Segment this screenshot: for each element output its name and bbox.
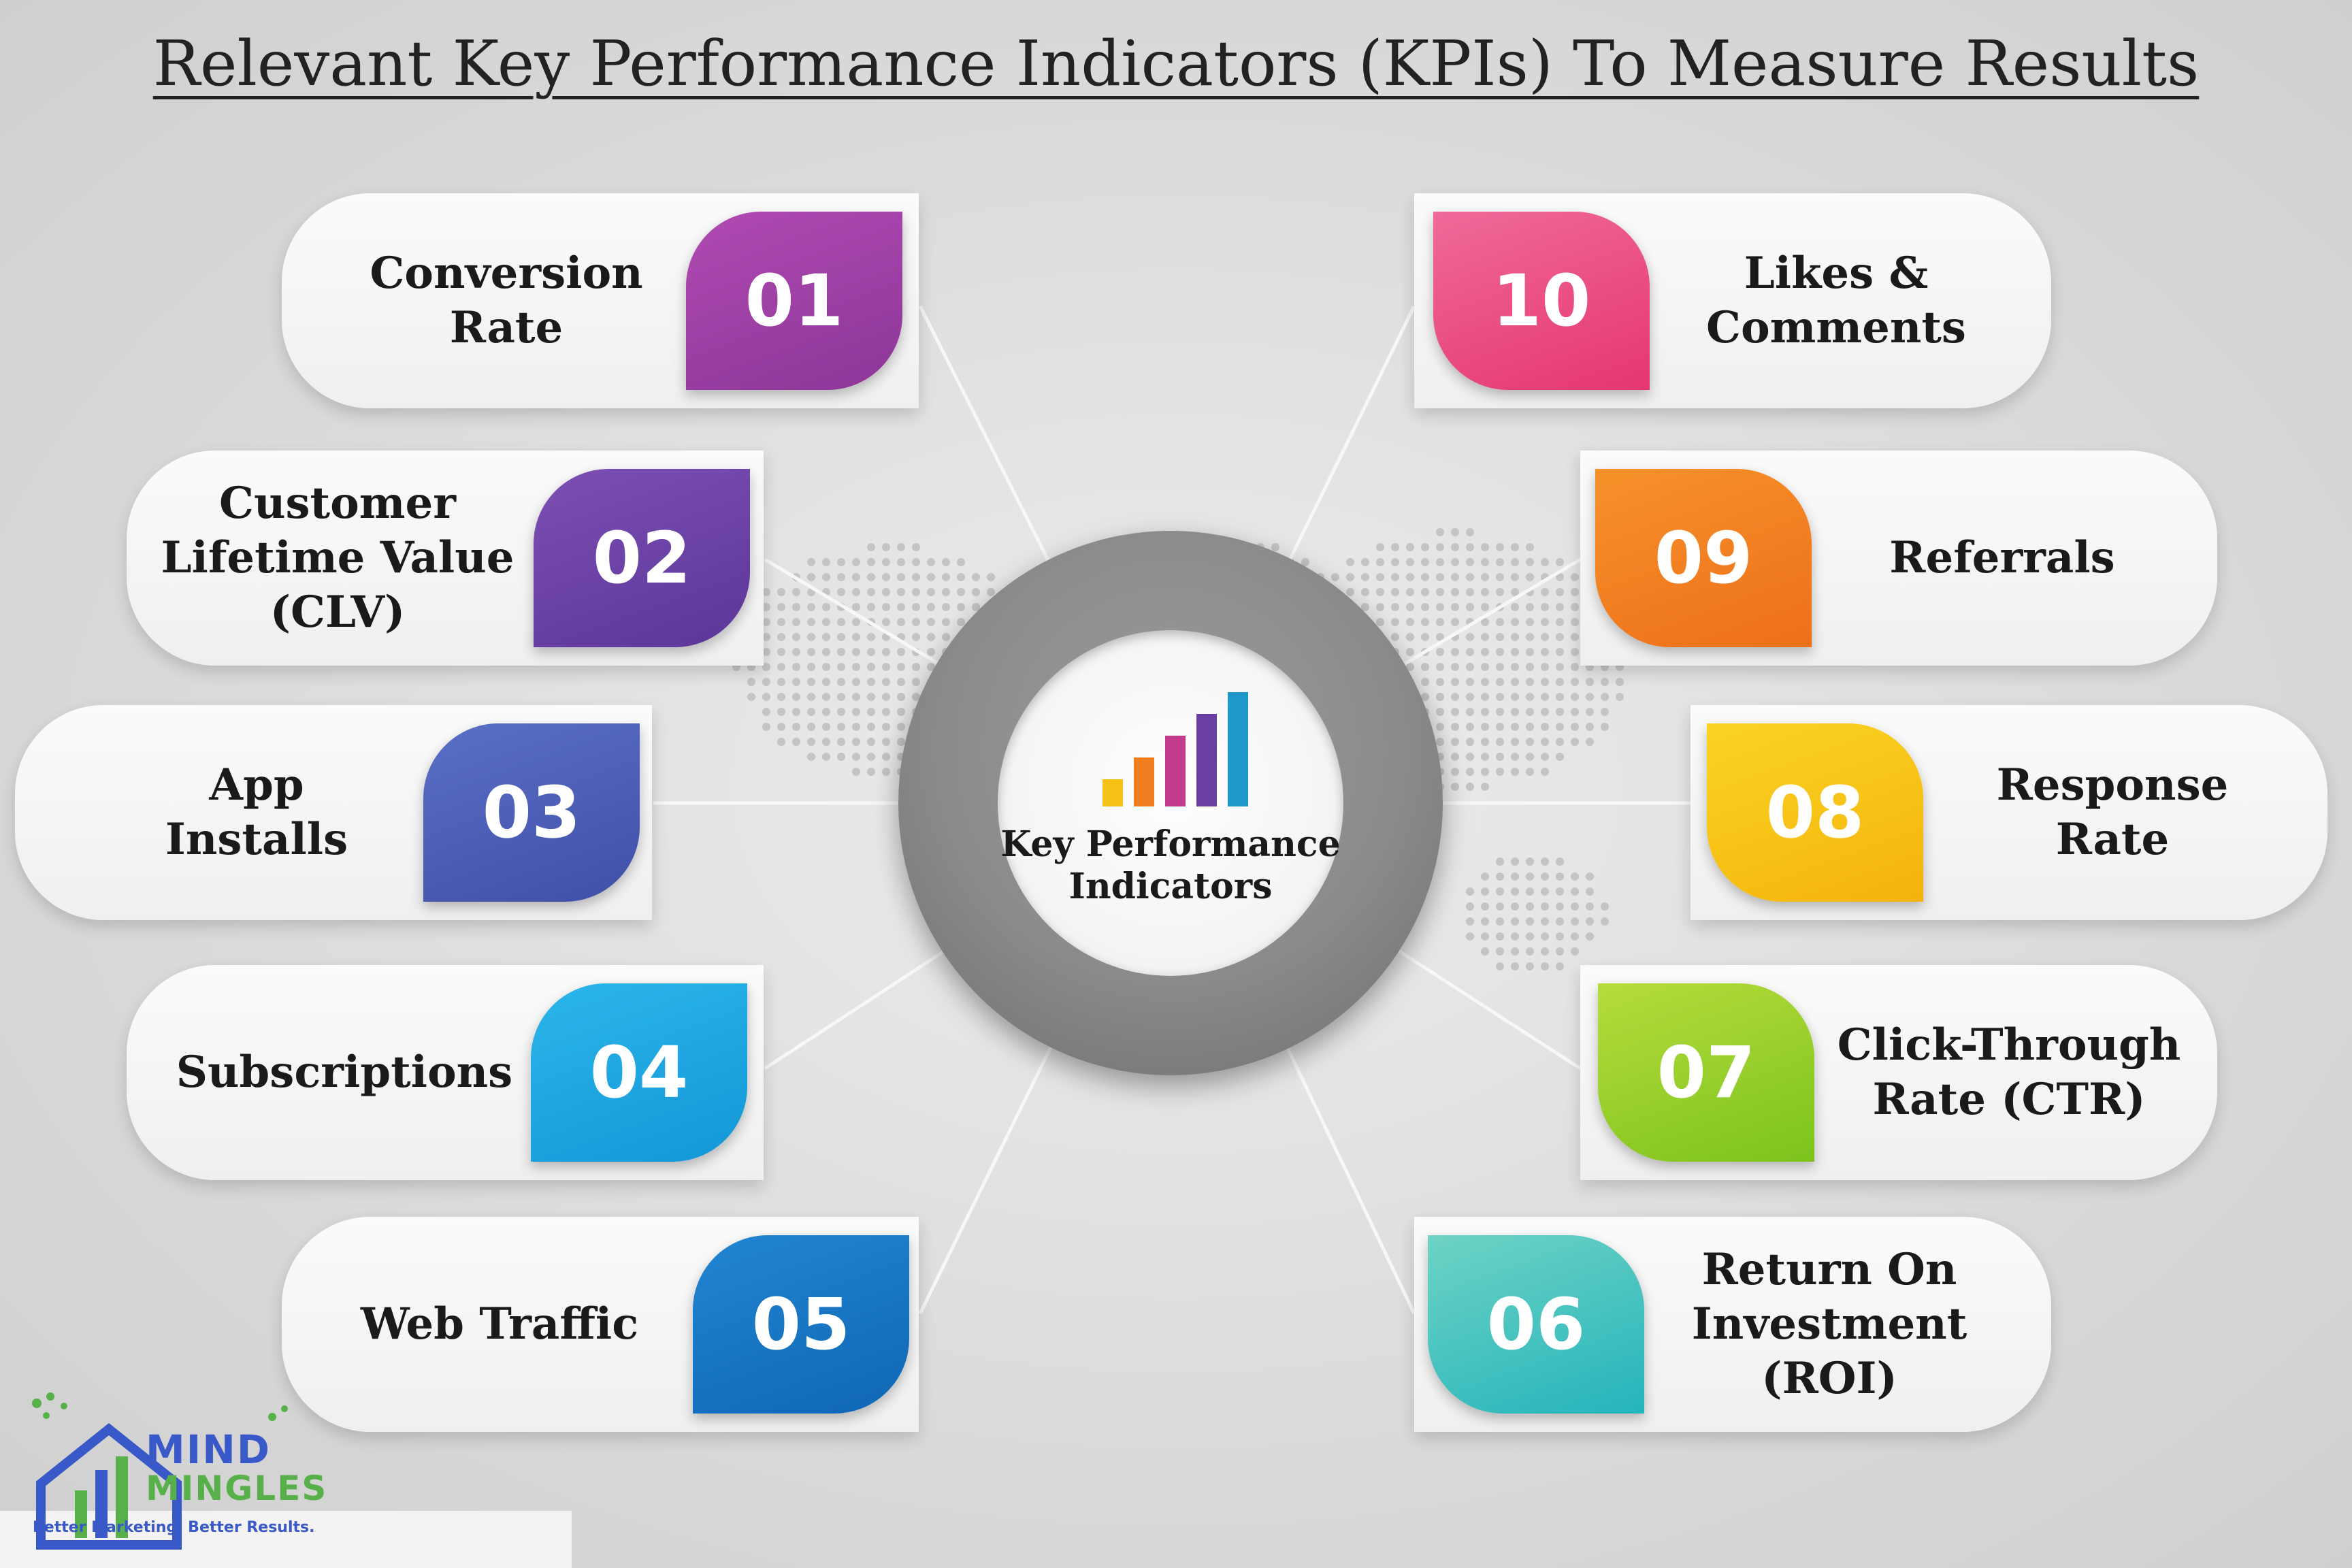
kpi-number-badge: 04 — [531, 983, 747, 1162]
kpi-card-05: Web Traffic 05 — [282, 1217, 919, 1432]
kpi-number-badge: 01 — [686, 212, 902, 390]
kpi-label: Return On Investment (ROI) — [1691, 1244, 1967, 1404]
kpi-number-badge: 09 — [1595, 469, 1812, 647]
hub-bar — [1228, 692, 1248, 806]
kpi-card-03: App Installs 03 — [15, 705, 652, 920]
logo-word-mingles: MINGLES — [146, 1469, 328, 1508]
hub-bar — [1196, 714, 1217, 806]
kpi-card-09: 09 Referrals — [1580, 451, 2217, 666]
bar-chart-icon — [1102, 692, 1248, 806]
kpi-card-01: Conversion Rate 01 — [282, 193, 919, 408]
kpi-number-badge: 02 — [534, 469, 750, 647]
kpi-card-10: 10 Likes & Comments — [1414, 193, 2051, 408]
house-growth-icon — [32, 1392, 288, 1550]
kpi-label: Conversion Rate — [370, 248, 643, 353]
kpi-card-08: 08 Response Rate — [1690, 705, 2328, 920]
kpi-number-badge: 07 — [1598, 983, 1814, 1162]
hub-bar — [1165, 736, 1186, 806]
kpi-label: App Installs — [165, 760, 348, 865]
title-text: Relevant Key Performance Indicators (KPI… — [152, 27, 2200, 100]
kpi-card-02: Customer Lifetime Value (CLV) 02 — [127, 451, 764, 666]
kpi-label: Referrals — [1889, 532, 2115, 583]
kpi-label: Click-Through Rate (CTR) — [1837, 1019, 2181, 1125]
kpi-number-badge: 06 — [1428, 1235, 1644, 1414]
page-title: Relevant Key Performance Indicators (KPI… — [0, 27, 2352, 100]
kpi-label: Response Rate — [1996, 760, 2229, 865]
kpi-label: Subscriptions — [176, 1047, 513, 1098]
kpi-number-badge: 10 — [1433, 212, 1650, 390]
logo-tagline: Better Marketing. Better Results. — [33, 1519, 315, 1536]
kpi-label: Likes & Comments — [1706, 248, 1966, 353]
kpi-number-badge: 08 — [1707, 723, 1923, 902]
kpi-card-04: Subscriptions 04 — [127, 965, 764, 1180]
kpi-number-badge: 03 — [423, 723, 640, 902]
kpi-card-06: 06 Return On Investment (ROI) — [1414, 1217, 2051, 1432]
kpi-number-badge: 05 — [693, 1235, 909, 1414]
hub-label: Key Performance Indicators — [1000, 823, 1341, 907]
kpi-label: Web Traffic — [360, 1298, 639, 1350]
kpi-label: Customer Lifetime Value (CLV) — [161, 478, 514, 638]
kpi-card-07: 07 Click-Through Rate (CTR) — [1580, 965, 2217, 1180]
hub-bar — [1134, 757, 1154, 806]
hub-bar — [1102, 779, 1123, 806]
logo-word-mind: MIND — [146, 1426, 271, 1473]
